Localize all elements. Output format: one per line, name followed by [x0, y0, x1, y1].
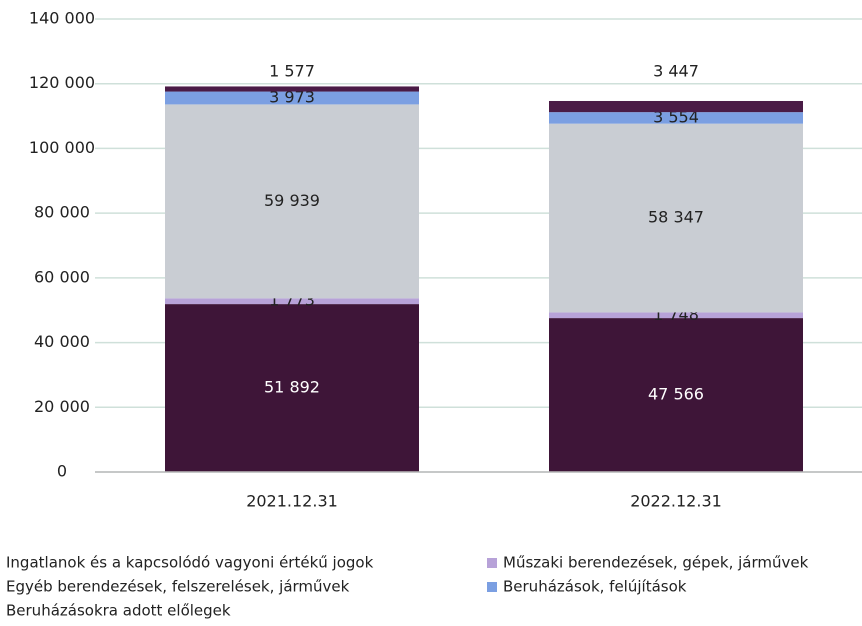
y-tick-label: 120 000	[29, 73, 95, 92]
legend-marker	[487, 582, 497, 592]
bar-segment	[165, 104, 419, 299]
legend-label: Beruházásokra adott előlegek	[6, 602, 231, 620]
bar-segment	[549, 100, 803, 113]
y-tick-label: 60 000	[34, 267, 90, 286]
data-label: 3 973	[269, 87, 315, 106]
bar-segment	[549, 112, 803, 124]
legend-label: Egyéb berendezések, felszerelések, jármű…	[6, 578, 350, 596]
bar-segment	[549, 123, 803, 313]
y-tick-label: 140 000	[29, 9, 95, 28]
data-label: 58 347	[648, 208, 704, 227]
bar-segment	[165, 86, 419, 92]
legend-marker	[487, 558, 497, 568]
bar-segment	[165, 91, 419, 105]
y-tick-label: 100 000	[29, 138, 95, 157]
x-tick-label: 2022.12.31	[630, 492, 722, 511]
legend-label: Beruházások, felújítások	[503, 578, 687, 596]
bar-segment	[549, 318, 803, 472]
data-label: 47 566	[648, 385, 704, 404]
bar-segment	[165, 304, 419, 472]
bar-segment	[549, 312, 803, 319]
legend-label: Műszaki berendezések, gépek, járművek	[503, 554, 809, 572]
x-tick-label: 2021.12.31	[246, 492, 338, 511]
legend-label: Ingatlanok és a kapcsolódó vagyoni érték…	[6, 554, 374, 572]
data-label: 1 577	[269, 62, 315, 81]
data-label: 59 939	[264, 191, 320, 210]
y-tick-label: 80 000	[34, 203, 90, 222]
data-label: 51 892	[264, 378, 320, 397]
data-label: 3 447	[653, 62, 699, 81]
bar-segment	[165, 298, 419, 305]
y-tick-label: 20 000	[34, 397, 90, 416]
y-tick-label: 0	[57, 462, 67, 481]
y-tick-label: 40 000	[34, 332, 90, 351]
